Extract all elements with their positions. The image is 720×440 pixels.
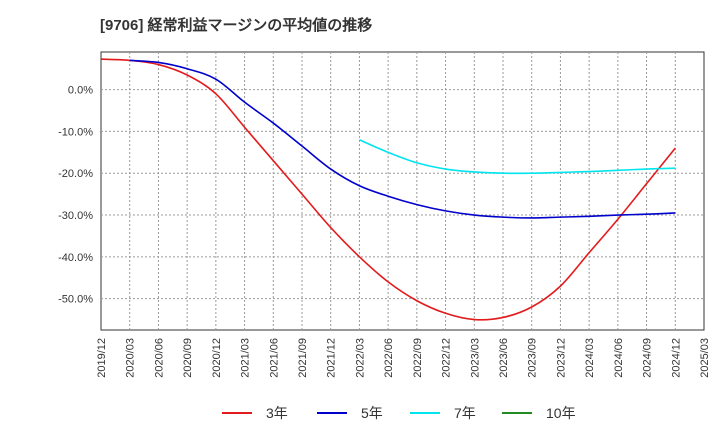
x-tick-label: 2021/12	[326, 338, 338, 378]
x-tick-label: 2023/06	[498, 338, 510, 378]
series-layer	[100, 58, 676, 321]
legend: 3年 5年 7年 10年	[222, 405, 576, 421]
y-tick-label: -50.0%	[58, 294, 93, 306]
x-tick-label: 2022/12	[441, 338, 453, 378]
series-line-7年	[359, 139, 676, 175]
plot-frame	[100, 51, 705, 331]
y-axis: 0.0% -10.0% -20.0% -30.0% -40.0% -50.0%	[58, 85, 93, 306]
x-tick-label: 2021/03	[240, 338, 252, 378]
x-tick-label: 2022/06	[383, 338, 395, 378]
legend-label: 10年	[546, 405, 576, 421]
x-tick-label: 2020/12	[211, 338, 223, 378]
y-tick-label: 0.0%	[68, 85, 93, 97]
legend-label: 5年	[361, 405, 383, 421]
x-tick-label: 2025/03	[699, 338, 711, 378]
x-tick-label: 2024/12	[670, 338, 682, 378]
x-tick-label: 2022/03	[354, 338, 366, 378]
x-tick-label: 2020/06	[153, 338, 165, 378]
y-tick-label: -30.0%	[58, 210, 93, 222]
x-tick-label: 2024/06	[613, 338, 625, 378]
series-line-5年	[129, 59, 676, 219]
x-tick-label: 2024/09	[642, 338, 654, 378]
series-line-3年	[100, 58, 676, 321]
y-tick-label: -20.0%	[58, 168, 93, 180]
x-tick-label: 2021/06	[268, 338, 280, 378]
x-tick-label: 2024/03	[584, 338, 596, 378]
x-tick-label: 2023/09	[527, 338, 539, 378]
legend-label: 3年	[266, 405, 288, 421]
y-tick-label: -10.0%	[58, 126, 93, 138]
x-tick-label: 2020/09	[182, 338, 194, 378]
legend-label: 7年	[454, 405, 476, 421]
x-tick-label: 2019/12	[96, 338, 108, 378]
x-tick-label: 2021/09	[297, 338, 309, 378]
x-axis: 2019/12 2020/03 2020/06 2020/09 2020/12 2021/…	[96, 338, 711, 378]
x-tick-label: 2023/12	[555, 338, 567, 378]
x-tick-label: 2023/03	[469, 338, 481, 378]
y-tick-label: -40.0%	[58, 252, 93, 264]
grid-layer	[101, 52, 704, 330]
x-tick-label: 2020/03	[125, 338, 137, 378]
x-tick-label: 2022/09	[412, 338, 424, 378]
chart-title: [9706] 経常利益マージンの平均値の推移	[100, 17, 373, 34]
